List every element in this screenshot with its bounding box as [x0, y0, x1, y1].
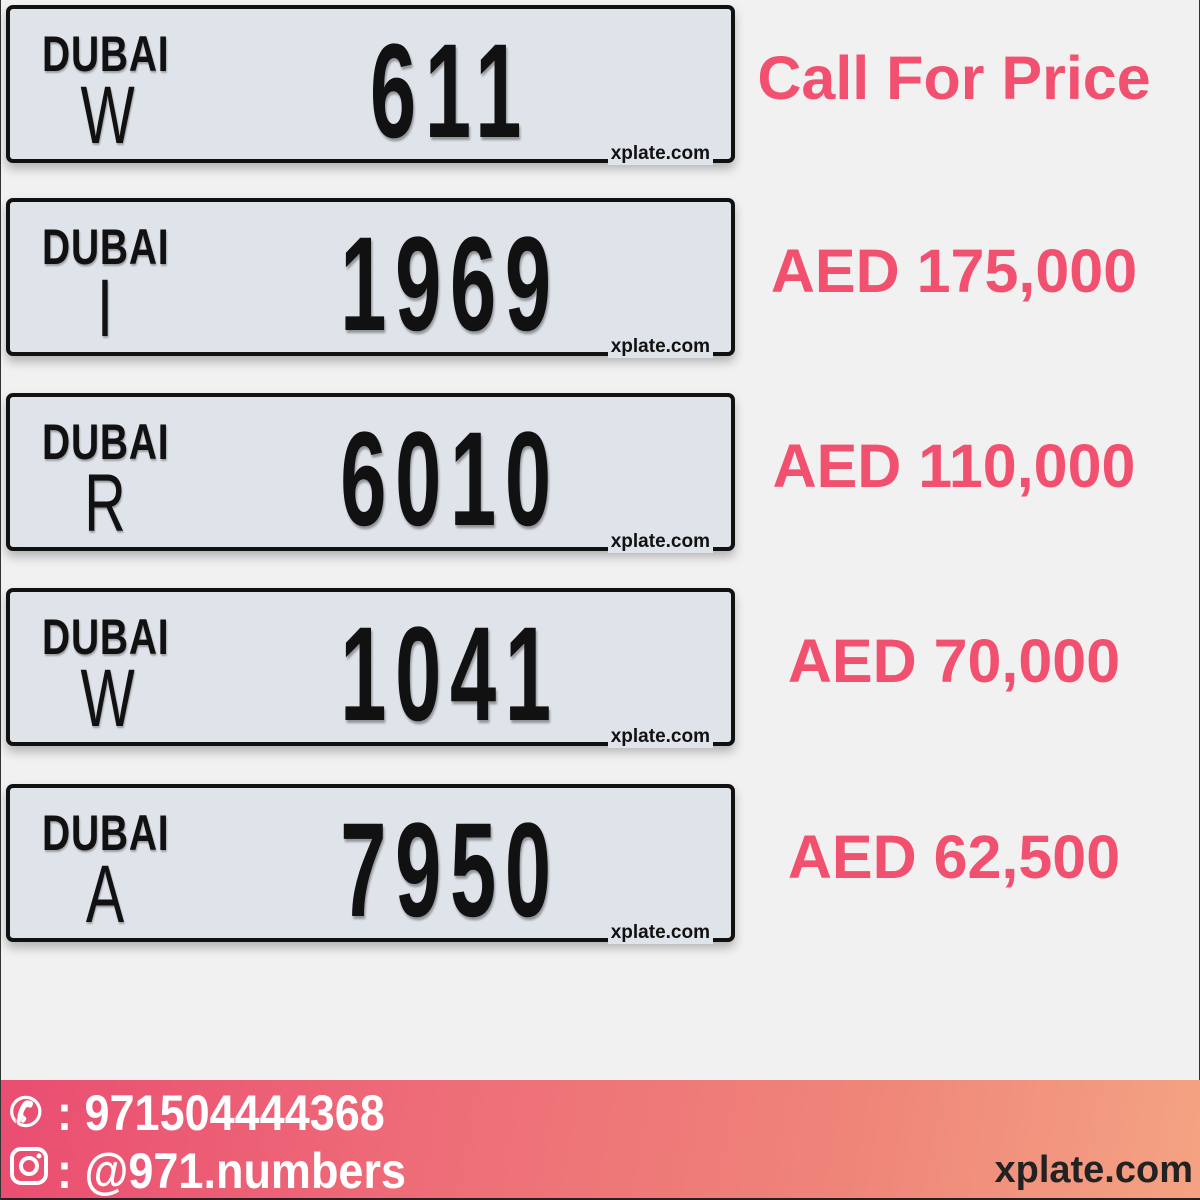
- phone-icon: ✆: [9, 1091, 43, 1135]
- site-name[interactable]: xplate.com: [994, 1149, 1193, 1191]
- number-plate[interactable]: DUBAI W 1041 xplate.com: [6, 588, 735, 749]
- number-plate[interactable]: DUBAI I 1969 xplate.com: [6, 198, 735, 359]
- contact-footer: ✆ : 971504444368 : @971.numbers xplate.c…: [1, 1080, 1200, 1200]
- plate-watermark: xplate.com: [607, 922, 713, 944]
- plate-price: AED 70,000: [787, 627, 1121, 695]
- plate-price: AED 175,000: [770, 237, 1138, 305]
- emirate-label: DUBAI: [42, 414, 170, 470]
- plate-code: I: [97, 263, 113, 354]
- plate-number: 7950: [340, 796, 560, 945]
- emirate-label: DUBAI: [42, 805, 170, 861]
- number-plate[interactable]: DUBAI W 611 xplate.com: [6, 5, 735, 166]
- plate-number: 6010: [340, 405, 560, 554]
- number-plate[interactable]: DUBAI A 7950 xplate.com: [6, 784, 735, 945]
- instagram-icon: [9, 1146, 57, 1196]
- plate-code: W: [80, 70, 135, 161]
- emirate-label: DUBAI: [42, 609, 170, 665]
- emirate-label: DUBAI: [42, 219, 170, 275]
- plate-price: Call For Price: [757, 44, 1151, 112]
- plate-number: 611: [369, 17, 531, 166]
- plate-watermark: xplate.com: [607, 336, 713, 358]
- phone-line: ✆ : 971504444368: [9, 1084, 421, 1142]
- plate-price: AED 110,000: [772, 432, 1136, 500]
- plate-number: 1969: [340, 210, 560, 359]
- plate-code: W: [80, 653, 135, 744]
- plate-number: 1041: [340, 600, 560, 749]
- number-plate[interactable]: DUBAI R 6010 xplate.com: [6, 393, 735, 554]
- plate-code: A: [85, 849, 125, 940]
- plate-watermark: xplate.com: [607, 531, 713, 553]
- plate-code: R: [84, 458, 126, 549]
- plate-watermark: xplate.com: [607, 143, 713, 165]
- instagram-line: : @971.numbers: [9, 1142, 445, 1200]
- plate-price: AED 62,500: [787, 823, 1121, 891]
- emirate-label: DUBAI: [42, 26, 170, 82]
- plate-watermark: xplate.com: [607, 726, 713, 748]
- phone-number[interactable]: : 971504444368: [57, 1085, 385, 1141]
- instagram-handle[interactable]: : @971.numbers: [57, 1143, 407, 1199]
